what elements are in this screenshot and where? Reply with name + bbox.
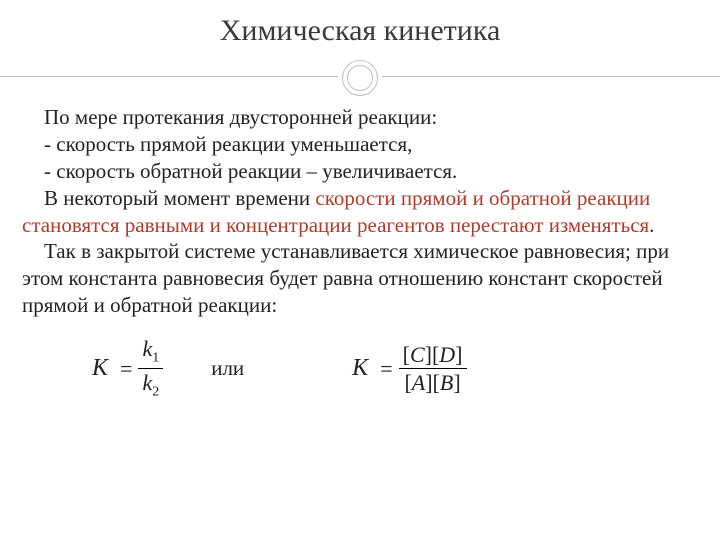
symbol-equals-2: =	[380, 355, 392, 383]
fraction-bar-2	[399, 368, 467, 369]
fraction-k1k2: k1 k2	[138, 337, 163, 400]
para-bullet-1: - скорость прямой реакции уменьшается,	[22, 131, 698, 158]
frac-den-sub: 2	[152, 384, 159, 399]
formula-concentration: K = [C][D] [A][B]	[352, 343, 466, 394]
frac-den-k: k	[142, 370, 152, 395]
para-emph-lead: В некоторый момент времени	[44, 186, 315, 210]
ring-ornament	[338, 58, 382, 98]
symbol-K-2: K	[352, 353, 368, 384]
fraction-conc: [C][D] [A][B]	[399, 343, 467, 394]
symbol-K-1: K	[92, 353, 108, 384]
formula-k-ratio: K = k1 k2	[92, 337, 163, 400]
page-title: Химическая кинетика	[0, 14, 720, 48]
para-intro: По мере протекания двусторонней реакции:	[22, 104, 698, 131]
body-content: По мере протекания двусторонней реакции:…	[0, 98, 720, 400]
frac-num-sub: 1	[152, 350, 159, 365]
symbol-equals-1: =	[120, 355, 132, 383]
title-block: Химическая кинетика	[0, 0, 720, 98]
title-divider	[0, 58, 720, 98]
formula-row: K = k1 k2 или K = [C][D] [A][B]	[22, 319, 698, 400]
para-emphasis: В некоторый момент времени скорости прям…	[22, 185, 698, 239]
para-conclusion: Так в закрытой системе устанавливается х…	[22, 238, 698, 319]
para-emph-tail: .	[649, 213, 654, 237]
para-bullet-2: - скорость обратной реакции – увеличивае…	[22, 158, 698, 185]
word-or: или	[203, 355, 252, 382]
frac-num-k: k	[142, 336, 152, 361]
fraction-bar-1	[138, 368, 163, 369]
